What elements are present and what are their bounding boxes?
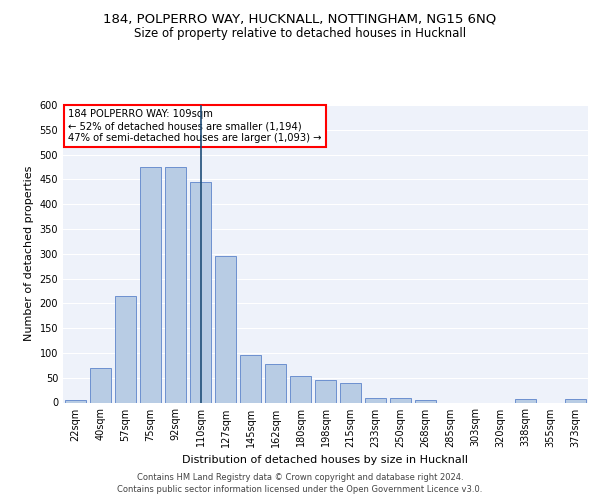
Bar — [65, 400, 86, 402]
Bar — [315, 380, 336, 402]
Bar — [265, 364, 286, 403]
Bar — [240, 356, 261, 403]
Bar — [165, 167, 186, 402]
Y-axis label: Number of detached properties: Number of detached properties — [24, 166, 34, 342]
X-axis label: Distribution of detached houses by size in Hucknall: Distribution of detached houses by size … — [182, 455, 469, 465]
Bar — [415, 400, 436, 402]
Bar — [515, 399, 536, 402]
Bar — [90, 368, 111, 402]
Text: 184 POLPERRO WAY: 109sqm
← 52% of detached houses are smaller (1,194)
47% of sem: 184 POLPERRO WAY: 109sqm ← 52% of detach… — [68, 110, 322, 142]
Bar — [215, 256, 236, 402]
Bar — [565, 399, 586, 402]
Text: 184, POLPERRO WAY, HUCKNALL, NOTTINGHAM, NG15 6NQ: 184, POLPERRO WAY, HUCKNALL, NOTTINGHAM,… — [103, 12, 497, 26]
Text: Contains HM Land Registry data © Crown copyright and database right 2024.: Contains HM Land Registry data © Crown c… — [137, 472, 463, 482]
Bar — [190, 182, 211, 402]
Bar — [365, 398, 386, 402]
Bar — [340, 382, 361, 402]
Text: Size of property relative to detached houses in Hucknall: Size of property relative to detached ho… — [134, 28, 466, 40]
Bar — [140, 167, 161, 402]
Bar — [115, 296, 136, 403]
Bar — [290, 376, 311, 402]
Text: Contains public sector information licensed under the Open Government Licence v3: Contains public sector information licen… — [118, 485, 482, 494]
Bar — [390, 398, 411, 402]
